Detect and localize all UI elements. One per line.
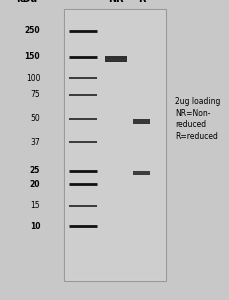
Text: 15: 15 [30,201,40,210]
Text: 50: 50 [30,115,40,124]
Bar [106,59,125,61]
Text: 20: 20 [30,180,40,189]
Bar [64,9,165,280]
Bar [134,122,148,123]
Text: R: R [137,0,144,4]
Text: NR: NR [108,0,123,4]
Text: 10: 10 [30,222,40,231]
Text: 37: 37 [30,137,40,146]
Text: 2ug loading
NR=Non-
reduced
R=reduced: 2ug loading NR=Non- reduced R=reduced [174,97,219,141]
Text: 25: 25 [30,166,40,175]
Text: kDa: kDa [16,0,37,4]
Text: 150: 150 [25,52,40,61]
Text: 250: 250 [25,26,40,35]
Text: 75: 75 [30,90,40,99]
Bar [133,171,149,175]
Bar [105,56,127,62]
Bar [132,119,150,124]
Bar [65,10,164,279]
Text: 100: 100 [26,74,40,83]
Bar [134,173,148,175]
